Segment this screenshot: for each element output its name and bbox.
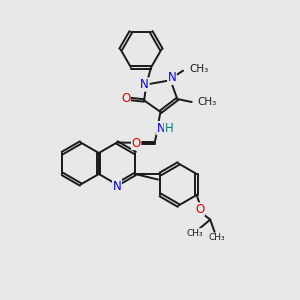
Text: CH₃: CH₃ bbox=[208, 233, 225, 242]
Text: O: O bbox=[195, 203, 204, 216]
Text: N: N bbox=[157, 122, 166, 135]
Text: O: O bbox=[132, 136, 141, 150]
Text: CH₃: CH₃ bbox=[187, 229, 203, 238]
Text: H: H bbox=[164, 122, 173, 135]
Text: CH₃: CH₃ bbox=[198, 97, 217, 107]
Text: CH₃: CH₃ bbox=[189, 64, 208, 74]
Text: N: N bbox=[140, 78, 149, 91]
Text: N: N bbox=[112, 179, 122, 193]
Text: N: N bbox=[168, 71, 176, 84]
Text: O: O bbox=[121, 92, 130, 106]
